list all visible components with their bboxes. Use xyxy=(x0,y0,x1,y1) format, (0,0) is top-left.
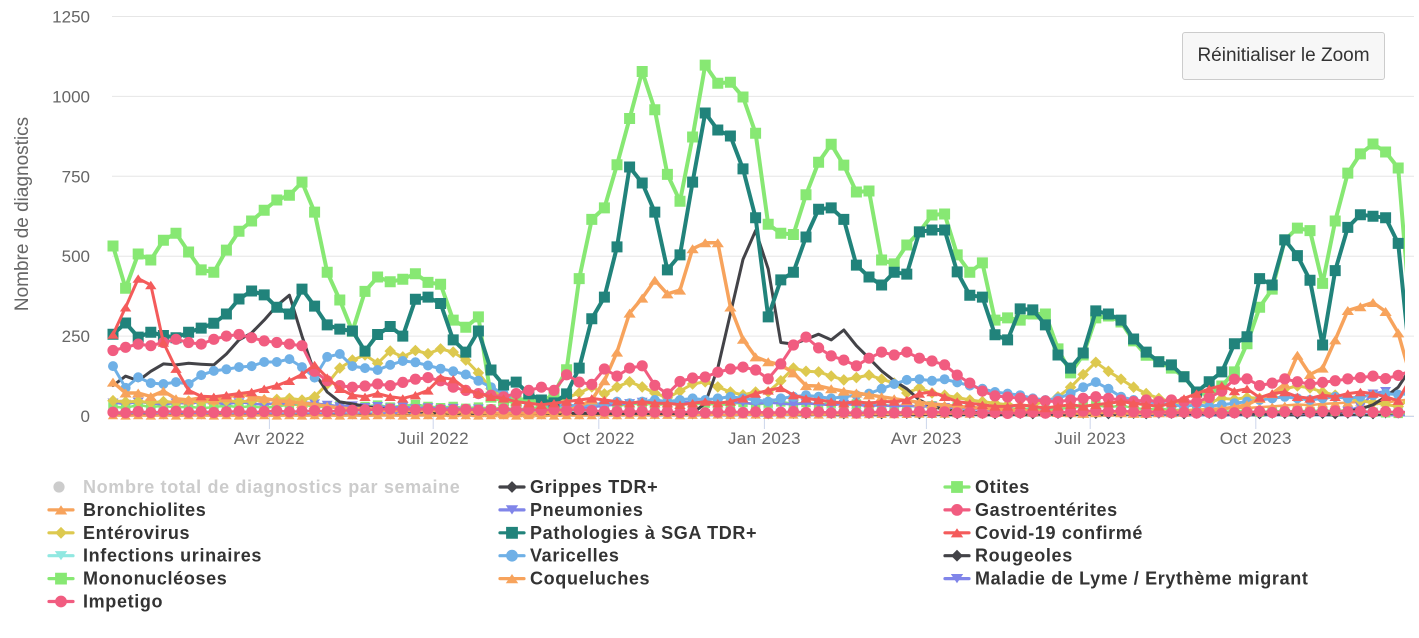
svg-text:1250: 1250 xyxy=(52,8,90,27)
svg-text:Avr 2023: Avr 2023 xyxy=(891,429,962,448)
svg-text:Pneumonies: Pneumonies xyxy=(530,500,644,520)
svg-text:Juil 2023: Juil 2023 xyxy=(1054,429,1126,448)
svg-text:1000: 1000 xyxy=(52,87,90,106)
svg-text:250: 250 xyxy=(62,327,90,346)
svg-text:Oct 2022: Oct 2022 xyxy=(563,429,635,448)
svg-text:Pathologies à SGA TDR+: Pathologies à SGA TDR+ xyxy=(530,523,757,543)
svg-text:Coqueluches: Coqueluches xyxy=(530,569,650,589)
svg-text:Mononucléoses: Mononucléoses xyxy=(83,569,227,589)
svg-text:Otites: Otites xyxy=(975,477,1030,497)
svg-text:Rougeoles: Rougeoles xyxy=(975,546,1073,566)
svg-text:Jan 2023: Jan 2023 xyxy=(728,429,801,448)
svg-text:Oct 2023: Oct 2023 xyxy=(1220,429,1292,448)
svg-text:Bronchiolites: Bronchiolites xyxy=(83,500,206,520)
svg-text:Impetigo: Impetigo xyxy=(83,592,163,612)
svg-text:Nombre total de diagnostics pa: Nombre total de diagnostics par semaine xyxy=(83,477,460,497)
svg-text:0: 0 xyxy=(81,407,90,426)
svg-text:Entérovirus: Entérovirus xyxy=(83,523,190,543)
svg-text:750: 750 xyxy=(62,167,90,186)
svg-text:Gastroentérites: Gastroentérites xyxy=(975,500,1118,520)
svg-text:Infections urinaires: Infections urinaires xyxy=(83,546,262,566)
svg-text:Maladie de Lyme / Erythème mig: Maladie de Lyme / Erythème migrant xyxy=(975,569,1309,589)
svg-text:Juil 2022: Juil 2022 xyxy=(397,429,469,448)
svg-text:500: 500 xyxy=(62,247,90,266)
svg-text:Varicelles: Varicelles xyxy=(530,546,620,566)
svg-text:Avr 2022: Avr 2022 xyxy=(234,429,305,448)
svg-text:Grippes TDR+: Grippes TDR+ xyxy=(530,477,658,497)
svg-text:Covid-19 confirmé: Covid-19 confirmé xyxy=(975,523,1143,543)
svg-text:Nombre de diagnostics: Nombre de diagnostics xyxy=(12,117,33,311)
